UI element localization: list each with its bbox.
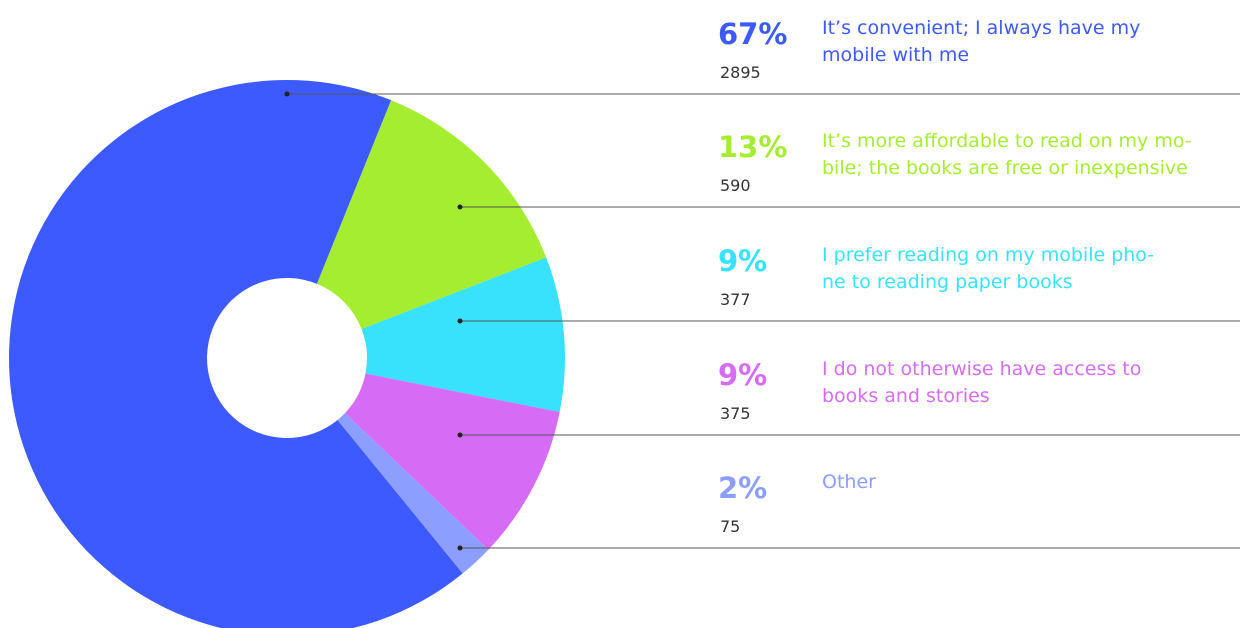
leader-dot	[457, 204, 463, 210]
category-label: Other	[822, 471, 876, 493]
percent-label: 67%	[718, 17, 787, 51]
donut-slice	[344, 373, 560, 550]
percent-label: 9%	[718, 244, 767, 278]
donut-slice	[337, 413, 489, 574]
count-label: 75	[720, 517, 740, 536]
percent-label: 9%	[718, 358, 767, 392]
leader-dot	[457, 545, 463, 551]
leader-dot	[457, 318, 463, 324]
category-label: bile; the books are free or inexpensive	[822, 157, 1188, 179]
category-label: ne to reading paper books	[822, 271, 1073, 293]
category-label: It’s more affordable to read on my mo-	[822, 130, 1192, 152]
leader-dot	[284, 91, 290, 97]
percent-label: 13%	[718, 130, 787, 164]
category-label: I prefer reading on my mobile pho-	[822, 244, 1154, 266]
count-label: 2895	[720, 63, 761, 82]
donut-slice	[316, 100, 547, 330]
category-label: books and stories	[822, 385, 990, 407]
count-label: 375	[720, 404, 751, 423]
percent-label: 2%	[718, 471, 767, 505]
donut-slice	[9, 80, 463, 628]
category-label: I do not otherwise have access to	[822, 358, 1141, 380]
category-label: It’s convenient; I always have my	[822, 17, 1140, 39]
leader-dot	[457, 432, 463, 438]
count-label: 377	[720, 290, 751, 309]
count-label: 590	[720, 176, 751, 195]
donut-slice	[361, 257, 565, 412]
category-label: mobile with me	[822, 44, 969, 66]
